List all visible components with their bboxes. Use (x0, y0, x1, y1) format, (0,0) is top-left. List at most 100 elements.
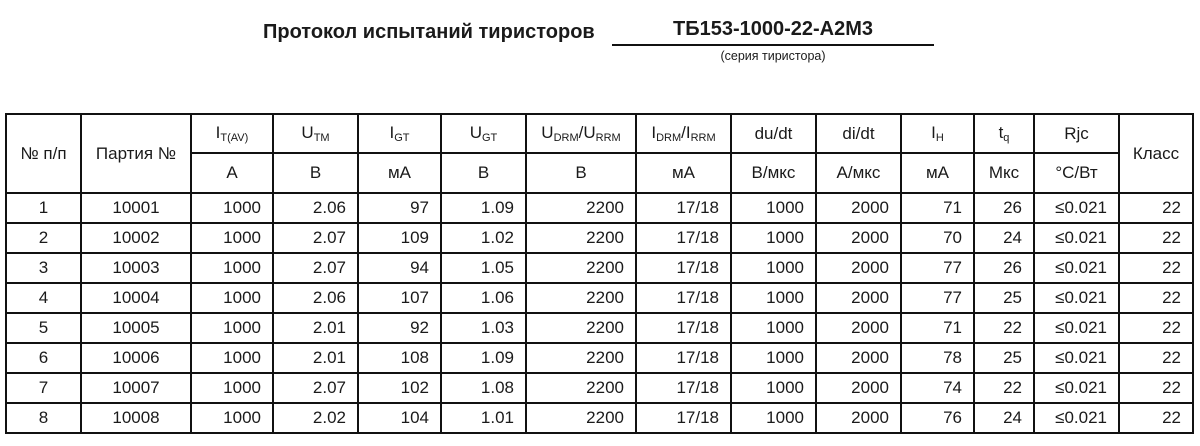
table-cell: ≤0.021 (1033, 372, 1120, 404)
table-row: 3 10003 1000 2.07 94 1.05 2200 17/18 1000 2000 77 2… (5, 252, 1194, 284)
col-header-igt: IGT (357, 113, 442, 154)
table-cell: 1000 (730, 312, 817, 344)
col-unit-ugt: В (440, 152, 527, 194)
table-cell: 94 (357, 252, 442, 284)
table-cell: 1.09 (440, 342, 527, 374)
table-cell: 71 (900, 192, 975, 224)
table-cell: 1000 (190, 312, 274, 344)
table-cell: 10005 (80, 312, 192, 344)
table-cell: 10007 (80, 372, 192, 404)
col-header-udrm-urrm: UDRM/URRM (525, 113, 637, 154)
col-header-utm: UTM (272, 113, 359, 154)
table-row: 7 10007 1000 2.07 102 1.08 2200 17/18 1000 2000 74… (5, 372, 1194, 404)
table-cell: 1.06 (440, 282, 527, 314)
table-row: 1 10001 1000 2.06 97 1.09 2200 17/18 1000 2000 71 2… (5, 192, 1194, 224)
table-cell: 3 (5, 252, 82, 284)
table-cell: 10004 (80, 282, 192, 314)
table-cell: 17/18 (635, 402, 732, 434)
table-cell: 2.06 (272, 192, 359, 224)
table-cell: 17/18 (635, 222, 732, 254)
col-header-tq: tq (973, 113, 1035, 154)
page-title: Протокол испытаний тиристоров (263, 21, 595, 43)
table-cell: 4 (5, 282, 82, 314)
table-cell: 2 (5, 222, 82, 254)
table-cell: 2.07 (272, 252, 359, 284)
table-cell: 8 (5, 402, 82, 434)
table-cell: 22 (973, 312, 1035, 344)
table-cell: 2200 (525, 372, 637, 404)
col-header-idrm-irrm: IDRM/IRRM (635, 113, 732, 154)
col-unit-udrm-urrm: В (525, 152, 637, 194)
table-cell: 2000 (815, 192, 902, 224)
table-cell: 1.08 (440, 372, 527, 404)
table-cell: 1000 (190, 222, 274, 254)
table-cell: 2.01 (272, 312, 359, 344)
table-cell: 25 (973, 342, 1035, 374)
table-cell: 22 (1118, 282, 1194, 314)
thyristor-model: ТБ153-1000-22-А2М3 (612, 18, 934, 46)
table-cell: 2000 (815, 402, 902, 434)
table-cell: 22 (1118, 342, 1194, 374)
table-cell: 74 (900, 372, 975, 404)
table-row: 6 10006 1000 2.01 108 1.09 2200 17/18 1000 2000 78… (5, 342, 1194, 374)
table-cell: 1000 (190, 372, 274, 404)
table-cell: 22 (1118, 222, 1194, 254)
table-cell: 70 (900, 222, 975, 254)
table-cell: 2200 (525, 312, 637, 344)
table-cell: 2.02 (272, 402, 359, 434)
table-cell: 24 (973, 402, 1035, 434)
table-cell: 107 (357, 282, 442, 314)
table-header: № п/п Партия № IT(AV) UTM IGT UGT UDRM/U… (5, 113, 1194, 194)
table-row: 4 10004 1000 2.06 107 1.06 2200 17/18 1000 2000 77… (5, 282, 1194, 314)
model-block: ТБ153-1000-22-А2М3 (серия тиристора) (612, 18, 934, 63)
table-cell: 1000 (190, 192, 274, 224)
col-unit-igt: мА (357, 152, 442, 194)
table-cell: 24 (973, 222, 1035, 254)
col-unit-ih: мА (900, 152, 975, 194)
table-cell: 17/18 (635, 192, 732, 224)
table-cell: 92 (357, 312, 442, 344)
test-results-table: № п/п Партия № IT(AV) UTM IGT UGT UDRM/U… (5, 113, 1194, 434)
table-cell: 77 (900, 282, 975, 314)
table-cell: 2.01 (272, 342, 359, 374)
col-header-dudt: du/dt (730, 113, 817, 154)
col-unit-tq: Мкс (973, 152, 1035, 194)
model-caption: (серия тиристора) (720, 49, 826, 63)
table-cell: 97 (357, 192, 442, 224)
table-cell: 2000 (815, 312, 902, 344)
table-cell: 1000 (190, 252, 274, 284)
table-cell: 10008 (80, 402, 192, 434)
table-cell: 1.09 (440, 192, 527, 224)
table-cell: 25 (973, 282, 1035, 314)
table-cell: 17/18 (635, 252, 732, 284)
col-header-ih: IH (900, 113, 975, 154)
table-cell: 71 (900, 312, 975, 344)
table-cell: 22 (1118, 402, 1194, 434)
table-body: 1 10001 1000 2.06 97 1.09 2200 17/18 1000 2000 71 2… (5, 192, 1194, 434)
table-cell: 2.06 (272, 282, 359, 314)
table-cell: 2000 (815, 342, 902, 374)
table-cell: ≤0.021 (1033, 252, 1120, 284)
table-cell: 22 (1118, 252, 1194, 284)
col-unit-didt: А/мкс (815, 152, 902, 194)
table-cell: 1000 (730, 282, 817, 314)
table-cell: ≤0.021 (1033, 222, 1120, 254)
table-cell: 17/18 (635, 372, 732, 404)
table-cell: 109 (357, 222, 442, 254)
table-cell: ≤0.021 (1033, 282, 1120, 314)
table-cell: 1.02 (440, 222, 527, 254)
table-cell: 104 (357, 402, 442, 434)
table-cell: 22 (973, 372, 1035, 404)
table-row: 2 10002 1000 2.07 109 1.02 2200 17/18 1000 2000 70… (5, 222, 1194, 254)
table-cell: 1 (5, 192, 82, 224)
table-cell: 1000 (190, 342, 274, 374)
col-header-batch: Партия № (80, 113, 192, 194)
col-header-ugt: UGT (440, 113, 527, 154)
col-header-itav: IT(AV) (190, 113, 274, 154)
table-cell: 10001 (80, 192, 192, 224)
table-cell: ≤0.021 (1033, 402, 1120, 434)
col-unit-utm: В (272, 152, 359, 194)
table-cell: 17/18 (635, 282, 732, 314)
table-cell: 1000 (190, 282, 274, 314)
table-cell: 22 (1118, 312, 1194, 344)
